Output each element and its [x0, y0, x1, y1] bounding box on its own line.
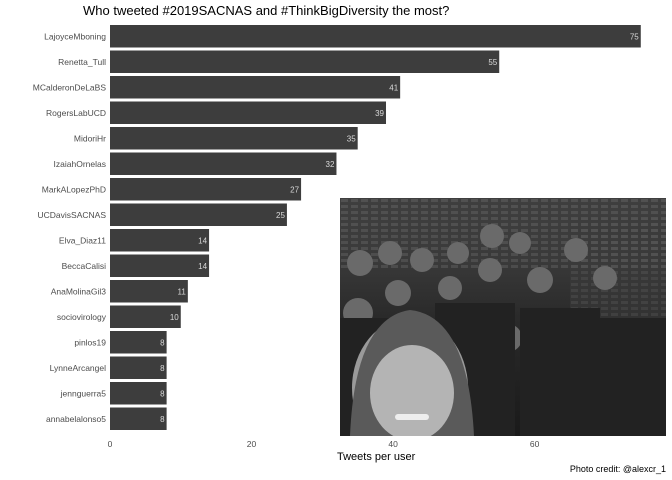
- data-label-MarkALopezPhD: 27: [290, 185, 299, 194]
- y-tick-label: RogersLabUCD: [46, 108, 106, 118]
- y-tick-label: annabelalonso5: [46, 414, 106, 424]
- group-selfie-photo: [340, 198, 666, 436]
- data-label-LajoyceMboning: 75: [630, 32, 639, 41]
- y-tick-label: AnaMolinaGil3: [51, 286, 107, 296]
- y-tick-label: MarkALopezPhD: [42, 184, 106, 194]
- photo-credit-caption: Photo credit: @alexcr_1: [569, 464, 666, 474]
- bar-Renetta_Tull: [110, 50, 500, 73]
- y-tick-label: UCDavisSACNAS: [38, 210, 107, 220]
- bar-UCDavisSACNAS: [110, 203, 287, 226]
- x-axis-label: Tweets per user: [337, 451, 416, 463]
- bar-IzaiahOrnelas: [110, 152, 337, 175]
- data-label-RogersLabUCD: 39: [375, 109, 384, 118]
- bar-AnaMolinaGil3: [110, 280, 188, 303]
- bar-jennguerra5: [110, 382, 167, 405]
- bar-pinlos19: [110, 331, 167, 354]
- data-label-MCalderonDeLaBS: 41: [389, 83, 398, 92]
- data-label-AnaMolinaGil3: 11: [178, 287, 187, 296]
- y-tick-label: pinlos19: [74, 337, 106, 347]
- bar-RogersLabUCD: [110, 101, 387, 124]
- data-label-pinlos19: 8: [160, 338, 165, 347]
- data-label-LynneArcangel: 8: [160, 364, 165, 373]
- data-label-annabelalonso5: 8: [160, 415, 165, 424]
- bar-MarkALopezPhD: [110, 178, 302, 201]
- data-label-BeccaCalisi: 14: [198, 262, 207, 271]
- y-tick-label: Elva_Diaz11: [59, 235, 106, 245]
- bar-sociovirology: [110, 305, 181, 328]
- chart-title: Who tweeted #2019SACNAS and #ThinkBigDiv…: [83, 3, 450, 18]
- bar-BeccaCalisi: [110, 254, 210, 277]
- bar-Elva_Diaz11: [110, 229, 210, 252]
- bar-LynneArcangel: [110, 356, 167, 379]
- data-label-sociovirology: 10: [170, 313, 179, 322]
- y-tick-label: Renetta_Tull: [58, 57, 106, 67]
- x-tick-label: 0: [108, 439, 113, 449]
- x-tick-label: 20: [247, 439, 257, 449]
- bar-LajoyceMboning: [110, 25, 641, 48]
- y-tick-label: LajoyceMboning: [44, 31, 106, 41]
- data-label-IzaiahOrnelas: 32: [326, 160, 335, 169]
- y-tick-label: IzaiahOrnelas: [54, 159, 106, 169]
- bar-annabelalonso5: [110, 407, 167, 430]
- data-label-jennguerra5: 8: [160, 389, 165, 398]
- data-label-MidoriHr: 35: [347, 134, 356, 143]
- y-tick-label: jennguerra5: [60, 388, 107, 398]
- data-label-Elva_Diaz11: 14: [198, 236, 207, 245]
- y-tick-label: BeccaCalisi: [62, 261, 107, 271]
- bar-MidoriHr: [110, 127, 358, 150]
- data-label-UCDavisSACNAS: 25: [276, 211, 285, 220]
- x-tick-label: 40: [388, 439, 398, 449]
- y-tick-label: LynneArcangel: [50, 363, 107, 373]
- bar-MCalderonDeLaBS: [110, 76, 401, 99]
- data-label-Renetta_Tull: 55: [488, 58, 497, 67]
- y-tick-label: MidoriHr: [74, 133, 106, 143]
- x-tick-label: 60: [530, 439, 540, 449]
- y-tick-label: sociovirology: [57, 312, 107, 322]
- y-tick-label: MCalderonDeLaBS: [33, 82, 107, 92]
